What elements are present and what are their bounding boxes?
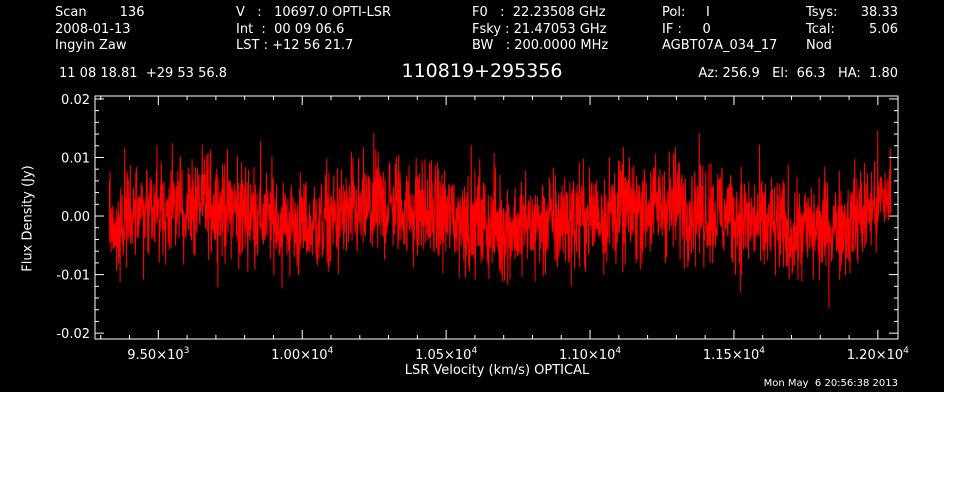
plot-frame: [94, 95, 899, 340]
sky-frequency-label: Fsky : 21.47053 GHz: [472, 22, 607, 37]
flux-series-line: [108, 130, 892, 309]
axis-group: 9.50×103 1.00×104 1.05×104 1.10×104 1.15×104…: [56, 93, 909, 363]
scan-label: Scan 136: [55, 5, 145, 20]
source-name: 110819+295356: [401, 60, 563, 82]
x-axis-label: LSR Velocity (km/s) OPTICAL: [404, 363, 590, 378]
project-label: AGBT07A_034_17: [662, 38, 778, 53]
coordinates-label: 11 08 18.81 +29 53 56.8: [59, 66, 228, 81]
tcal-value: 5.06: [869, 22, 898, 37]
tcal-label: Tcal:: [806, 22, 835, 37]
x-tick-label: 1.20×104: [847, 346, 909, 363]
y-tick-label: 0.01: [61, 151, 90, 166]
tsys-label: Tsys:: [806, 5, 838, 20]
if-label: IF : 0: [662, 22, 711, 37]
timestamp-label: Mon May 6 20:56:38 2013: [763, 378, 898, 389]
date-label: 2008-01-13: [55, 22, 131, 37]
y-axis-label: Flux Density (Jy): [20, 165, 36, 272]
y-tick-label: -0.02: [56, 327, 90, 342]
polarization-label: Pol: I: [662, 5, 710, 20]
lst-label: LST : +12 56 21.7: [236, 38, 354, 53]
y-tick-label: 0.00: [61, 210, 90, 225]
x-tick-label: 1.10×104: [559, 346, 621, 363]
x-tick-label: 1.15×104: [703, 346, 765, 363]
spectrum-panel: Scan 136 2008-01-13 Ingyin Zaw V : 10697…: [0, 0, 944, 392]
x-tick-label: 1.05×104: [415, 346, 477, 363]
flux-trace-group: [108, 130, 892, 309]
y-tick-label: -0.01: [56, 269, 90, 284]
bandwidth-label: BW : 200.0000 MHz: [472, 38, 609, 53]
x-tick-label: 9.50×103: [127, 346, 189, 363]
x-tick-label: 1.00×104: [271, 346, 333, 363]
y-tick-label: 0.02: [61, 93, 90, 108]
spectrum-plot: 9.50×103 1.00×104 1.05×104 1.10×104 1.15×104…: [56, 93, 909, 363]
observer-label: Ingyin Zaw: [55, 38, 127, 53]
nod-label: Nod: [806, 38, 832, 53]
integration-label: Int : 00 09 06.6: [236, 22, 345, 37]
az-el-ha-label: Az: 256.9 El: 66.3 HA: 1.80: [698, 66, 898, 81]
velocity-label: V : 10697.0 OPTI-LSR: [236, 5, 392, 20]
tsys-value: 38.33: [860, 5, 898, 20]
rest-frequency-label: F0 : 22.23508 GHz: [472, 5, 606, 20]
